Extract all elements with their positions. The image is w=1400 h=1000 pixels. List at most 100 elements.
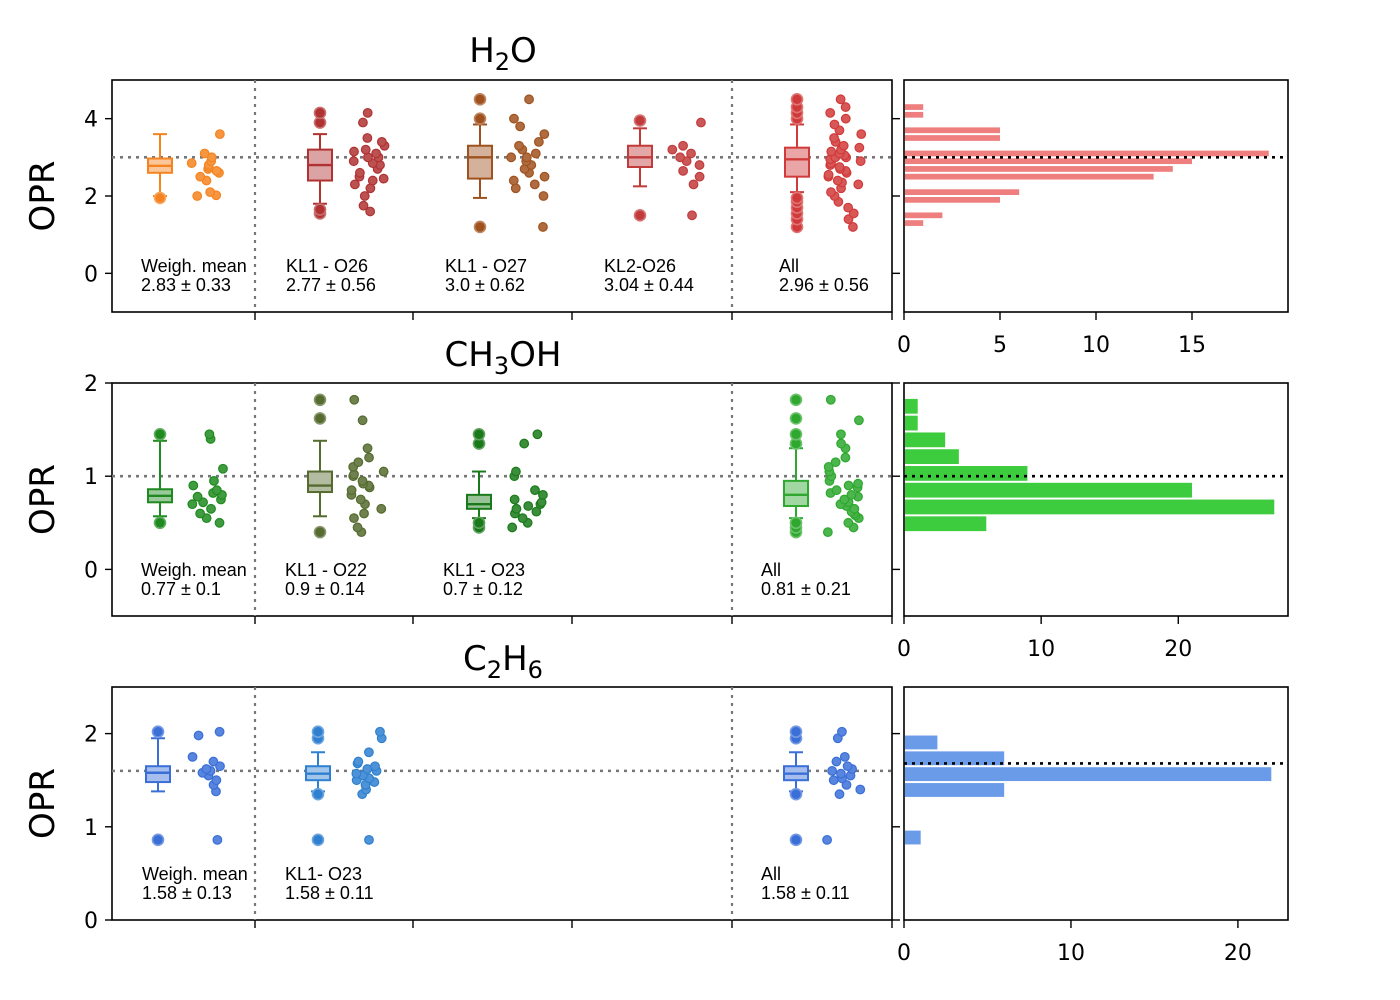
data-point bbox=[854, 142, 865, 153]
data-point bbox=[830, 457, 841, 468]
group-stats: 1.58 ± 0.11 bbox=[285, 883, 374, 903]
data-point bbox=[199, 148, 210, 159]
group-stats: 0.77 ± 0.1 bbox=[141, 579, 221, 599]
hist-bar bbox=[905, 166, 1173, 172]
data-point bbox=[667, 144, 678, 155]
hist-bar bbox=[905, 516, 987, 532]
data-point bbox=[214, 129, 225, 140]
data-point bbox=[538, 489, 548, 500]
data-point bbox=[839, 494, 850, 505]
hist-bar bbox=[905, 197, 1000, 203]
outlier-point bbox=[311, 787, 325, 801]
data-point bbox=[508, 175, 519, 186]
group-label: Weigh. mean bbox=[142, 864, 248, 884]
data-point bbox=[353, 457, 364, 468]
data-point bbox=[539, 129, 550, 140]
data-point bbox=[509, 113, 519, 124]
data-point bbox=[187, 499, 198, 510]
outlier-point bbox=[313, 393, 327, 407]
data-point bbox=[349, 179, 360, 190]
data-point bbox=[827, 765, 837, 776]
hist-x-tick-label: 15 bbox=[1178, 333, 1206, 358]
data-point bbox=[823, 461, 834, 472]
data-point bbox=[364, 452, 374, 463]
hist-x-tick-label: 0 bbox=[897, 637, 911, 662]
data-point bbox=[352, 522, 363, 533]
data-point bbox=[843, 480, 854, 491]
data-point bbox=[841, 779, 852, 790]
box bbox=[307, 470, 333, 494]
data-point bbox=[853, 478, 863, 489]
outlier-point bbox=[633, 209, 647, 222]
data-point bbox=[853, 179, 864, 190]
data-point bbox=[836, 768, 846, 779]
data-point bbox=[854, 415, 864, 426]
hist-bar bbox=[905, 150, 1269, 157]
hist-bar bbox=[905, 111, 924, 118]
group-stats: 0.9 ± 0.14 bbox=[285, 579, 365, 599]
data-point bbox=[357, 415, 368, 426]
data-point bbox=[214, 726, 225, 737]
data-point bbox=[837, 726, 847, 737]
data-point bbox=[359, 508, 369, 519]
data-point bbox=[839, 752, 850, 762]
group-label: KL1 - O23 bbox=[443, 560, 525, 580]
main-axes-frame bbox=[111, 686, 893, 921]
histogram: 0 10 20 bbox=[897, 686, 1289, 966]
data-point bbox=[688, 179, 699, 190]
data-point bbox=[524, 94, 534, 105]
data-point bbox=[843, 202, 854, 213]
hist-bar bbox=[905, 212, 943, 219]
data-point bbox=[826, 187, 836, 198]
hist-x-tick-label: 20 bbox=[1164, 637, 1192, 662]
outlier-point bbox=[789, 833, 803, 847]
group-label: Weigh. mean bbox=[141, 560, 247, 580]
data-point bbox=[696, 117, 706, 128]
outlier-point bbox=[472, 427, 486, 441]
data-point bbox=[825, 107, 836, 118]
data-point bbox=[846, 489, 857, 500]
data-point bbox=[357, 475, 368, 486]
data-point bbox=[834, 789, 845, 800]
data-point bbox=[506, 152, 517, 163]
data-point bbox=[364, 834, 374, 845]
data-point bbox=[686, 148, 696, 159]
main-axes-frame bbox=[111, 382, 893, 617]
outlier-point bbox=[789, 427, 803, 441]
data-point bbox=[529, 179, 540, 190]
data-point bbox=[832, 175, 843, 186]
data-point bbox=[840, 452, 851, 463]
data-point bbox=[694, 160, 705, 170]
data-point bbox=[828, 775, 839, 786]
box bbox=[466, 493, 492, 510]
hist-bar bbox=[905, 751, 1005, 766]
data-point bbox=[209, 475, 219, 486]
y-tick-label: 2 bbox=[84, 185, 98, 210]
data-point bbox=[378, 173, 389, 184]
outlier-point bbox=[313, 412, 327, 425]
data-point bbox=[836, 429, 846, 440]
hist-bar bbox=[905, 449, 959, 465]
histogram: 0 10 20 bbox=[897, 382, 1289, 662]
outlier-point bbox=[153, 427, 167, 441]
hist-axes-frame bbox=[903, 686, 1289, 921]
data-point bbox=[826, 146, 837, 157]
hist-x-tick-label: 10 bbox=[1082, 333, 1110, 358]
y-axis-label: OPR bbox=[23, 768, 63, 839]
data-point bbox=[521, 152, 532, 163]
data-point bbox=[842, 761, 853, 772]
group-label: All bbox=[779, 256, 799, 276]
data-point bbox=[201, 764, 212, 774]
data-point bbox=[360, 144, 371, 155]
outlier-point bbox=[789, 516, 803, 530]
data-point bbox=[204, 429, 215, 440]
data-point bbox=[218, 463, 228, 474]
box bbox=[784, 146, 810, 178]
data-point bbox=[533, 136, 544, 147]
hist-bar bbox=[905, 220, 924, 226]
